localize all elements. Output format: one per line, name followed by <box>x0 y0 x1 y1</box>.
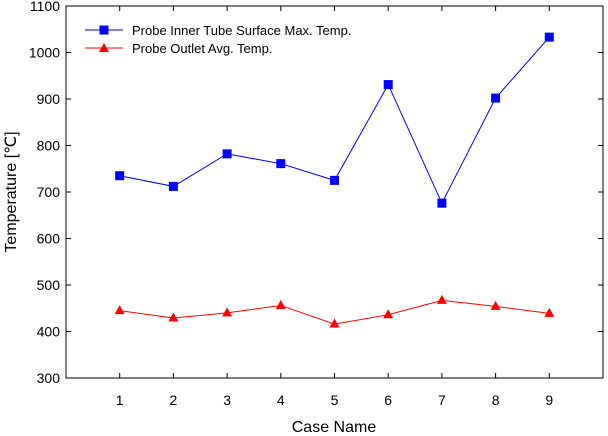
data-point-square <box>491 93 501 103</box>
data-point-triangle <box>544 307 555 317</box>
legend: Probe Inner Tube Surface Max. Temp. Prob… <box>85 23 351 56</box>
y-tick-label: 1000 <box>29 45 60 61</box>
y-tick-label: 800 <box>37 138 61 154</box>
x-tick-label: 7 <box>438 392 446 408</box>
data-point-triangle <box>436 294 447 304</box>
legend-marker-outlet <box>99 43 109 52</box>
x-tick-label: 1 <box>116 392 124 408</box>
x-tick-label: 2 <box>170 392 178 408</box>
y-tick-label: 400 <box>37 324 61 340</box>
data-point-triangle <box>168 312 179 322</box>
data-point-square <box>276 159 286 169</box>
x-axis-title: Case Name <box>292 419 377 436</box>
data-point-triangle <box>275 299 286 309</box>
y-axis-title: Temperature [℃] <box>3 131 20 252</box>
data-point-triangle <box>383 309 394 319</box>
data-point-triangle <box>114 305 125 315</box>
y-tick-label: 600 <box>37 231 61 247</box>
data-point-triangle <box>222 307 233 317</box>
data-point-square <box>544 32 554 42</box>
data-point-triangle <box>490 300 501 310</box>
y-tick-label: 900 <box>37 91 61 107</box>
y-tick-label: 1100 <box>30 0 60 14</box>
x-tick-label: 6 <box>384 392 392 408</box>
legend-label-outlet: Probe Outlet Avg. Temp. <box>132 41 272 56</box>
x-tick-label: 5 <box>331 392 339 408</box>
data-point-square <box>330 175 339 185</box>
legend-marker-inner-tube <box>99 25 109 35</box>
data-point-square <box>383 80 393 90</box>
y-tick-label: 500 <box>37 277 61 293</box>
data-point-square <box>115 171 125 181</box>
x-tick-label: 9 <box>545 392 553 408</box>
legend-label-inner-tube: Probe Inner Tube Surface Max. Temp. <box>132 23 351 38</box>
data-point-triangle <box>329 318 340 328</box>
x-tick-label: 4 <box>277 392 285 408</box>
series-layer <box>114 32 555 328</box>
data-point-square <box>168 181 178 191</box>
x-tick-label: 8 <box>492 392 500 408</box>
data-point-square <box>222 149 232 159</box>
y-tick-label: 700 <box>37 184 61 200</box>
x-tick-label: 3 <box>223 392 231 408</box>
y-tick-label: 300 <box>37 370 61 386</box>
axes-layer: 300 400 500 600 700 800 900 1000 1100 1 2 3 4 5 6 7 8 9 <box>29 0 603 408</box>
data-point-square <box>437 198 447 208</box>
